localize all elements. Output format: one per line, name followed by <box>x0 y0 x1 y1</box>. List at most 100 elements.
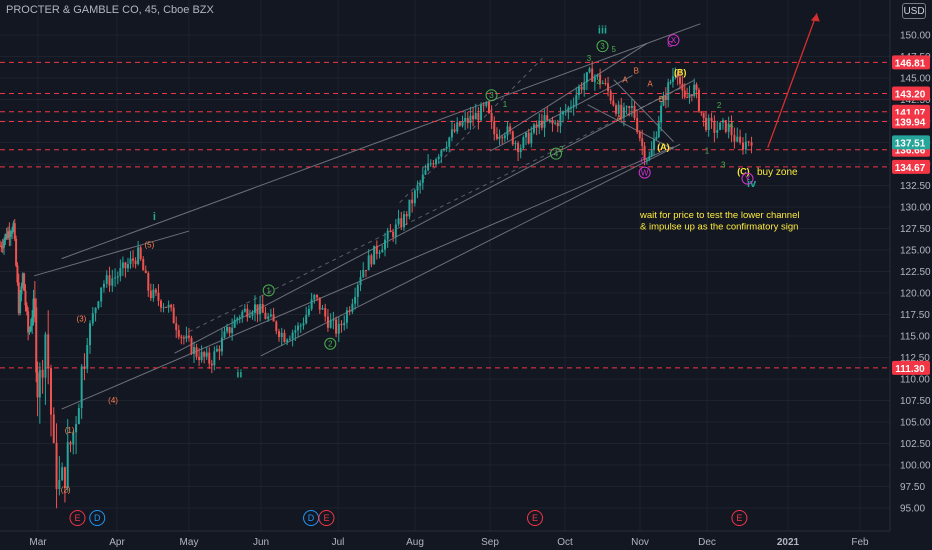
wave-circled-3b: 3 <box>600 42 605 51</box>
price-tick-label: 125.00 <box>900 246 931 257</box>
price-level-tag <box>892 86 930 101</box>
candle-body <box>364 270 367 272</box>
currency-button[interactable]: USD <box>902 3 926 19</box>
candle-body <box>348 310 351 312</box>
candle-body <box>208 352 211 364</box>
price-tick-label: 100.00 <box>900 461 931 472</box>
candle-body <box>162 306 165 308</box>
wave-minor-4b: 4 <box>729 121 734 130</box>
candle-body <box>63 467 66 488</box>
trend-line <box>61 146 674 410</box>
time-tick-label: Nov <box>631 537 649 548</box>
candle-body <box>0 245 3 248</box>
candle-body <box>356 285 359 297</box>
time-tick-label: Apr <box>109 537 125 548</box>
wave-label-A: A <box>622 75 628 84</box>
time-axis-bg <box>0 531 932 550</box>
price-tick-label: 110.00 <box>900 375 930 386</box>
candle-body <box>288 338 291 340</box>
candle-body <box>548 119 551 121</box>
candle-body <box>556 122 559 127</box>
trend-line <box>587 104 674 150</box>
wave-label-A2: A <box>647 80 653 89</box>
wave-label-X-circle <box>667 34 680 47</box>
candle-body <box>620 104 623 118</box>
candle-body <box>25 305 28 312</box>
candle-body <box>91 313 94 324</box>
candle-body <box>94 307 97 314</box>
candle-body <box>343 322 346 326</box>
candle-body <box>721 120 724 123</box>
time-axis[interactable]: Mar Apr May Jun Jul Aug Sep Oct Nov Dec 2021 Feb <box>0 530 932 550</box>
note-line-1: wait for price to test the lower channel <box>639 210 799 221</box>
candle-body <box>8 231 11 237</box>
candle-body <box>375 245 378 254</box>
candle-body <box>165 306 168 308</box>
wave-label-B2: B <box>659 95 664 104</box>
candle-body <box>596 74 599 77</box>
candle-body <box>69 442 72 445</box>
candle-body <box>370 255 373 265</box>
candle-body <box>570 106 573 108</box>
note-line-2: & impulse up as the confirmatory sign <box>640 221 798 232</box>
candle-body <box>159 300 162 308</box>
price-tick-label: 117.50 <box>900 310 930 321</box>
wave-minor-3: 3 <box>587 54 592 63</box>
wave-circled-4: 4 <box>554 150 559 159</box>
candle-body <box>294 330 297 333</box>
candle-body <box>456 122 459 132</box>
price-axis[interactable]: 95.00 97.50 100.00 102.50 105.00 107.50 110.00… <box>889 0 932 550</box>
candle-body <box>251 312 254 316</box>
candle-body <box>41 369 44 378</box>
event-marker-e <box>731 510 748 526</box>
candle-body <box>716 129 719 133</box>
candle-body <box>733 135 736 142</box>
candle-body <box>750 142 753 146</box>
price-level-tag-label: 139.94 <box>895 118 926 129</box>
candle-body <box>205 352 208 357</box>
candle-body <box>7 231 10 239</box>
price-tick-label: 115.00 <box>900 332 930 343</box>
candle-body <box>607 83 610 92</box>
price-level-tag-label: 111.30 <box>895 364 925 375</box>
candle-body <box>593 76 596 82</box>
trend-line <box>613 79 674 142</box>
candle-body <box>554 122 557 124</box>
candle-body <box>503 135 506 139</box>
candle-body <box>450 129 453 138</box>
wave-paren-2: (2) <box>61 486 71 495</box>
candle-body <box>297 325 300 331</box>
candle-body <box>280 332 283 338</box>
candle-body <box>367 255 370 271</box>
candle-body <box>152 289 155 299</box>
price-tick-label: 132.50 <box>900 181 931 192</box>
price-level-tag-label: 134.67 <box>895 163 926 174</box>
candle-body <box>664 95 667 101</box>
candle-body <box>514 143 517 145</box>
candle-body <box>259 304 262 315</box>
wave-minor-1: 1 <box>503 100 508 109</box>
candle-body <box>700 111 703 113</box>
candle-body <box>318 297 321 310</box>
candle-body <box>238 317 241 319</box>
candle-body <box>650 149 653 157</box>
candle-body <box>29 325 32 331</box>
candle-body <box>124 262 127 269</box>
candle-body <box>172 307 175 324</box>
candle-body <box>17 282 20 314</box>
candle-body <box>519 148 522 153</box>
wave-label-X: X <box>671 36 677 45</box>
mid-channel-line <box>188 87 681 333</box>
price-level-tag <box>892 360 930 375</box>
wave-label-C-major: (C) <box>737 166 750 176</box>
candle-body <box>177 330 180 337</box>
wave-label-A3: A <box>616 114 622 123</box>
candle-body <box>501 137 504 139</box>
price-tick-label: 142.50 <box>900 95 931 106</box>
candle-body <box>411 199 414 204</box>
candle-body <box>535 124 538 128</box>
candle-body <box>49 368 52 415</box>
price-tick-label: 120.00 <box>900 289 931 300</box>
